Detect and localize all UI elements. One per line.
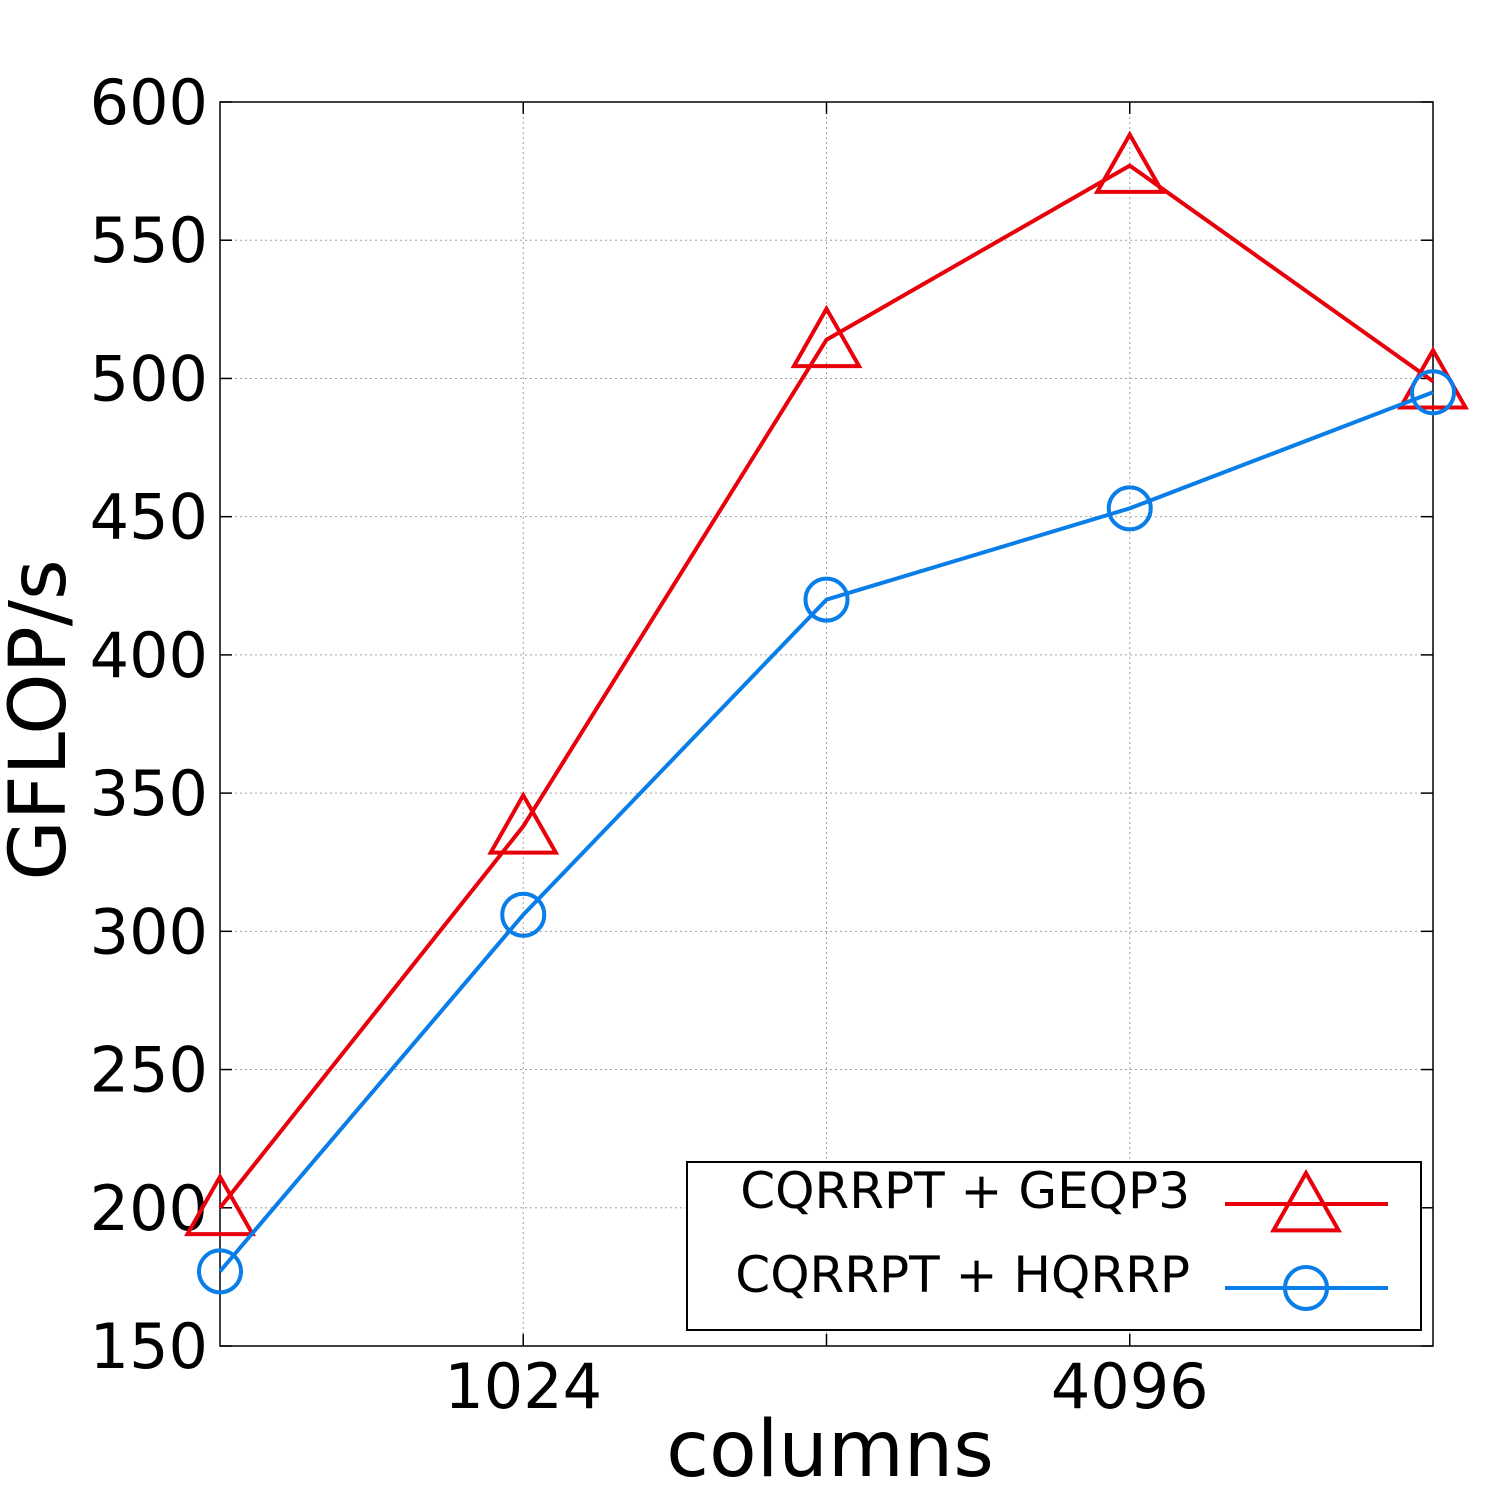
y-tick-label: 150 bbox=[90, 1310, 208, 1383]
y-tick-label: 350 bbox=[90, 757, 208, 830]
legend: CQRRPT + GEQP3 CQRRPT + HQRRP bbox=[686, 1161, 1422, 1331]
x-tick-label: 4096 bbox=[1051, 1350, 1209, 1423]
y-tick-label: 600 bbox=[90, 66, 208, 139]
data-point-circle-icon bbox=[803, 576, 850, 623]
series-geqp3 bbox=[184, 130, 1469, 1237]
data-point-circle-icon bbox=[500, 891, 547, 938]
legend-sample-hqrrp bbox=[1225, 1265, 1388, 1311]
x-axis-label: columns bbox=[666, 1405, 994, 1495]
legend-label-geqp3: CQRRPT + GEQP3 bbox=[740, 1162, 1190, 1220]
series-line bbox=[218, 390, 1434, 1273]
data-point-circle-icon bbox=[1410, 369, 1456, 416]
series-line bbox=[218, 163, 1435, 1210]
data-point-triangle-icon bbox=[184, 1172, 256, 1237]
y-tick-label: 250 bbox=[90, 1034, 208, 1107]
series-hqrrp bbox=[197, 369, 1456, 1295]
legend-circle-icon bbox=[1283, 1265, 1329, 1311]
y-tick-label: 550 bbox=[90, 204, 208, 277]
y-tick-label: 300 bbox=[90, 895, 208, 968]
x-tick-labels: 1024 4096 bbox=[444, 1350, 1208, 1423]
y-axis-label: GFLOP/s bbox=[0, 559, 84, 880]
data-point-triangle-icon bbox=[1093, 130, 1166, 194]
series-layer bbox=[184, 130, 1469, 1295]
legend-sample-geqp3 bbox=[1225, 1168, 1388, 1233]
data-point-triangle-icon bbox=[790, 304, 863, 369]
y-tick-label: 500 bbox=[90, 342, 208, 415]
data-point-circle-icon bbox=[1106, 485, 1153, 532]
legend-box bbox=[686, 1161, 1422, 1331]
data-point-triangle-icon bbox=[487, 791, 560, 855]
x-tick-label: 1024 bbox=[444, 1350, 602, 1423]
data-point-circle-icon bbox=[197, 1248, 243, 1295]
y-tick-label: 400 bbox=[90, 619, 208, 692]
y-tick-label: 450 bbox=[90, 481, 208, 554]
legend-triangle-icon bbox=[1270, 1168, 1342, 1233]
legend-label-hqrrp: CQRRPT + HQRRP bbox=[735, 1246, 1190, 1304]
